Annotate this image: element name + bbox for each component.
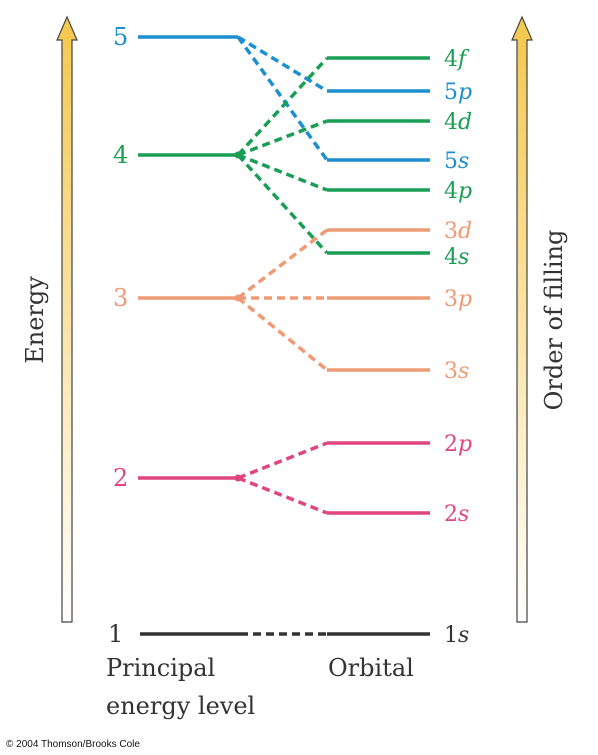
connector-2-to-2s bbox=[237, 476, 328, 515]
connector-4-to-4s bbox=[236, 153, 329, 255]
connector-5-to-5p bbox=[237, 35, 328, 93]
orbital-caption: Orbital bbox=[328, 654, 414, 682]
junction-dot-3 bbox=[234, 294, 242, 302]
orbital-label-2p: 2p bbox=[444, 432, 472, 457]
orbital-label-5p: 5p bbox=[444, 80, 472, 105]
orbital-label-5s: 5s bbox=[444, 149, 469, 174]
copyright-notice: © 2004 Thomson/Brooks Cole bbox=[6, 739, 140, 750]
orbital-label-4p: 4p bbox=[444, 179, 472, 204]
order-of-filling-axis-label: Order of filling bbox=[540, 230, 568, 411]
orbital-label-3s: 3s bbox=[444, 359, 469, 384]
energy-arrow bbox=[56, 15, 78, 623]
orbital-label-4s: 4s bbox=[444, 245, 469, 270]
connector-3-to-3d bbox=[236, 228, 329, 300]
principal-caption-line2: energy level bbox=[106, 692, 255, 720]
level-label-5: 5 bbox=[113, 23, 128, 51]
orbital-label-2s: 2s bbox=[444, 502, 469, 527]
orbital-label-4d: 4d bbox=[444, 110, 472, 135]
connector-2-to-2p bbox=[237, 441, 328, 480]
level-label-3: 3 bbox=[113, 284, 128, 312]
orbital-label-3p: 3p bbox=[444, 287, 472, 312]
energy-axis-label: Energy bbox=[21, 276, 49, 364]
connector-4-to-4d bbox=[237, 119, 328, 157]
principal-caption-line1: Principal bbox=[106, 654, 215, 682]
connector-4-to-4f bbox=[236, 56, 329, 157]
orbital-label-4f: 4f bbox=[444, 47, 470, 72]
orbital-label-1s: 1s bbox=[444, 623, 469, 648]
junction-dot-2 bbox=[234, 474, 242, 482]
level-label-2: 2 bbox=[113, 464, 128, 492]
level-label-1: 1 bbox=[108, 620, 123, 648]
order-of-filling-arrow bbox=[511, 15, 533, 623]
connector-3-to-3s bbox=[236, 296, 329, 372]
connector-4-to-4p bbox=[237, 153, 328, 192]
level-label-4: 4 bbox=[113, 141, 128, 169]
orbital-label-3d: 3d bbox=[444, 219, 472, 244]
junction-dot-4 bbox=[234, 151, 242, 159]
